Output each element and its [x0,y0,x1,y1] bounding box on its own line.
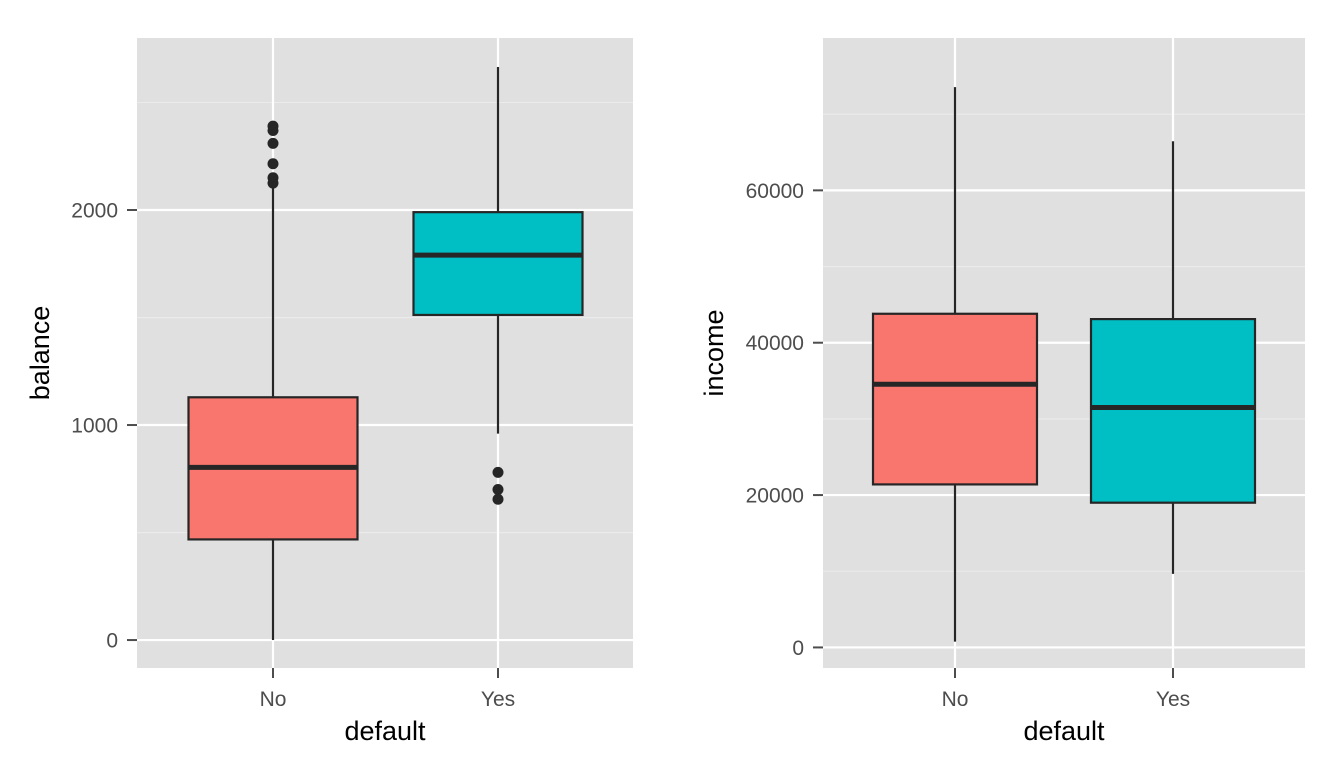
y-tick-label: 60000 [746,180,804,203]
panel-background [137,38,633,668]
x-axis-title: default [1023,716,1105,746]
box-no-outlier-point [267,158,279,170]
box-yes-outlier-point [492,466,504,478]
income-boxplot-panel: 0 20000 40000 60000 No Yes default income [699,38,1305,746]
box-no-outlier-point [267,177,279,189]
x-tick-label: No [260,688,287,711]
x-tick-label: No [942,688,969,711]
box-yes-iqr-rect [1089,318,1257,504]
box-no-outlier-point [267,124,279,136]
y-tick-label: 40000 [746,332,804,355]
box-no-iqr-rect [871,312,1039,486]
y-tick-label: 0 [106,630,118,653]
balance-boxplot-panel: 0 1000 2000 No Yes default balance [25,38,633,746]
box-yes-iqr-rect [412,211,584,317]
y-axis-title: balance [25,306,55,401]
y-axis-title: income [699,309,729,396]
y-tick-label: 1000 [71,415,118,438]
x-tick-label: Yes [1156,688,1190,711]
y-tick-label: 2000 [71,200,118,223]
x-axis-title: default [344,716,426,746]
box-yes-outlier-point [492,493,504,505]
y-tick-label: 20000 [746,485,804,508]
box-no-outlier-point [267,137,279,149]
y-tick-label: 0 [792,637,804,660]
x-tick-label: Yes [481,688,515,711]
box-yes-outlier-point [492,484,504,496]
